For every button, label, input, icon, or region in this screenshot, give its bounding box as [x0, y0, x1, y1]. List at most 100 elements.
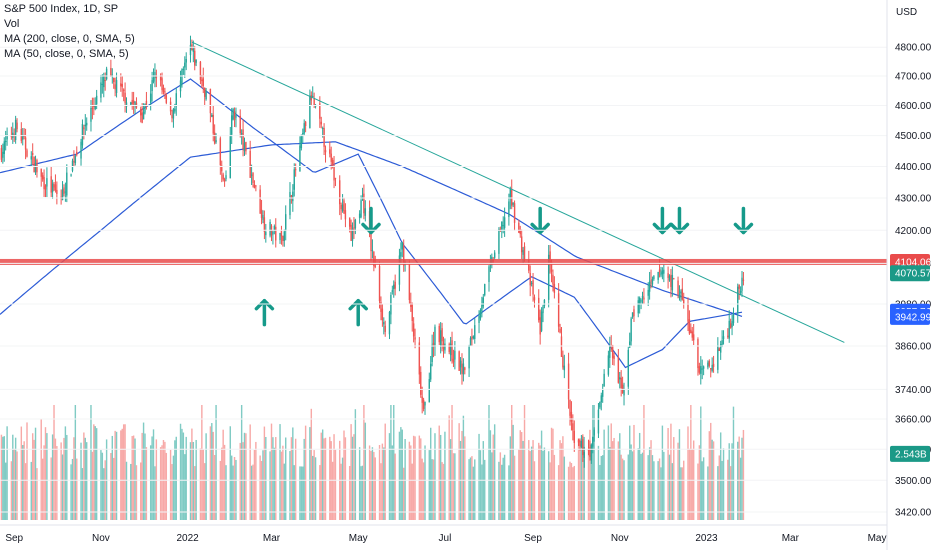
- candle-body: [339, 180, 341, 205]
- candle-body: [230, 115, 233, 135]
- candle-body: [353, 227, 355, 232]
- candle-body: [189, 44, 192, 56]
- time-tick-label: Sep: [5, 533, 23, 544]
- volume-bar: [103, 468, 105, 520]
- candle-body: [66, 172, 68, 196]
- volume-bar: [631, 451, 634, 520]
- volume-bar: [50, 457, 52, 520]
- candle-body: [599, 401, 601, 408]
- volume-bar: [621, 458, 624, 520]
- volume-bar: [728, 443, 730, 520]
- candle-body: [428, 379, 430, 403]
- volume-bar: [265, 436, 267, 520]
- candle-body: [22, 134, 24, 140]
- candle-body: [152, 77, 155, 82]
- volume-bar: [610, 423, 612, 520]
- candle-body: [222, 174, 224, 180]
- volume-bar: [451, 405, 453, 520]
- candle-body: [402, 245, 405, 266]
- candle-body: [559, 328, 561, 333]
- candle-body: [648, 281, 651, 292]
- candle-body: [253, 184, 256, 189]
- candle-body: [432, 342, 435, 347]
- volume-bar: [718, 455, 720, 520]
- volume-bar: [84, 437, 86, 520]
- candle-body: [434, 326, 436, 348]
- candle-body: [658, 269, 661, 273]
- volume-bar: [374, 457, 376, 520]
- volume-bar: [348, 465, 351, 520]
- volume-bar: [673, 437, 675, 520]
- candle-body: [273, 226, 276, 231]
- volume-bar: [144, 433, 146, 520]
- candle-body: [650, 280, 652, 282]
- price-tick-label: 3500.00: [895, 476, 932, 487]
- candle-body: [289, 191, 291, 216]
- candle-body: [16, 122, 18, 130]
- ma50-legend: MA (50, close, 0, SMA, 5): [4, 48, 129, 60]
- candle-body: [570, 411, 573, 422]
- candle-body: [169, 101, 172, 112]
- volume-bar: [648, 447, 651, 520]
- volume-bar: [511, 405, 513, 520]
- candle-body: [263, 217, 266, 232]
- candle-body: [344, 210, 347, 220]
- volume-bars: [0, 405, 745, 520]
- arrow-down-icon: [652, 206, 673, 235]
- candle-body: [292, 191, 294, 202]
- volume-bar: [221, 447, 223, 520]
- volume-bar: [294, 438, 297, 520]
- candle-body: [232, 109, 234, 120]
- candle-body: [371, 250, 374, 252]
- volume-bar: [115, 431, 118, 520]
- volume-bar: [53, 405, 55, 520]
- candle-body: [738, 285, 740, 289]
- candle-body: [101, 83, 104, 85]
- volume-bar: [309, 427, 311, 520]
- time-tick-label: 2023: [695, 533, 718, 544]
- candle-body: [528, 259, 530, 271]
- candle-body: [275, 226, 277, 241]
- volume-bar: [717, 466, 719, 520]
- volume-bar: [341, 457, 344, 520]
- volume-bar: [300, 466, 303, 520]
- volume-bar: [412, 435, 415, 520]
- volume-bar: [142, 422, 145, 520]
- candle-body: [661, 270, 664, 275]
- candle-body: [424, 401, 426, 406]
- candle-body: [144, 103, 146, 113]
- candle-body: [597, 409, 600, 434]
- candle-body: [513, 203, 516, 223]
- volume-bar: [175, 436, 177, 520]
- volume-bar: [741, 437, 743, 520]
- volume-bar: [185, 436, 187, 520]
- volume-bar: [489, 430, 492, 520]
- candle-body: [501, 221, 503, 230]
- candle-body: [23, 135, 25, 137]
- candle-body: [523, 246, 526, 260]
- candle-body: [54, 184, 57, 191]
- volume-bar: [122, 424, 125, 520]
- candle-body: [441, 328, 443, 342]
- volume-bar: [110, 453, 112, 520]
- volume-bar: [4, 462, 7, 520]
- volume-bar: [572, 467, 574, 520]
- volume-bar: [570, 463, 573, 520]
- candle-body: [668, 275, 671, 281]
- candle-body: [85, 122, 88, 126]
- candle-body: [502, 225, 504, 227]
- candle-body: [269, 221, 271, 236]
- candle-body: [205, 90, 207, 100]
- candle-body: [638, 297, 641, 304]
- candle-body: [611, 345, 614, 359]
- volume-bar: [414, 436, 416, 520]
- volume-bar: [529, 451, 531, 520]
- price-tick-label: 4200.00: [895, 226, 932, 237]
- volume-bar: [727, 459, 729, 520]
- candle-body: [444, 343, 446, 351]
- volume-bar: [469, 457, 472, 520]
- volume-bar: [452, 453, 455, 520]
- volume-bar: [394, 453, 396, 520]
- volume-bar: [458, 423, 460, 520]
